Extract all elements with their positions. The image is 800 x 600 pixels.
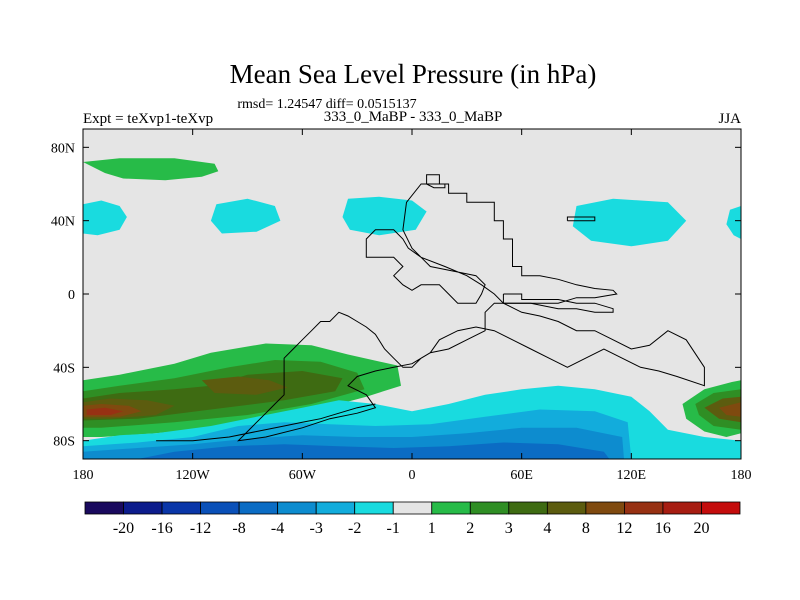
y-tick-label-2: 0 — [68, 288, 75, 303]
y-tick-label-1: 40N — [51, 215, 75, 230]
colorbar-swatch-12 — [546, 501, 587, 515]
colorbar-swatch-8 — [392, 501, 433, 515]
contour-region-10 — [201, 376, 288, 395]
colorbar-label-0: -20 — [113, 520, 134, 537]
case-label: 333_0_MaBP - 333_0_MaBP — [324, 109, 503, 125]
colorbar-swatch-15 — [662, 501, 702, 515]
contour-regions — [83, 158, 741, 459]
colorbar-swatch-13 — [585, 501, 625, 515]
colorbar-label-2: -12 — [190, 520, 211, 537]
y-tick-label-0: 80N — [51, 141, 75, 156]
colorbar-swatch-3 — [200, 501, 240, 515]
y-tick-label-4: 80S — [53, 435, 75, 450]
colorbar-label-14: 16 — [655, 520, 671, 537]
colorbar-label-12: 8 — [582, 520, 590, 537]
colorbar-label-5: -3 — [310, 520, 323, 537]
colorbar-swatch-11 — [508, 501, 548, 515]
x-tick-label-6: 180 — [731, 468, 752, 483]
x-tick-label-4: 60E — [510, 468, 533, 483]
outline-island-equator — [502, 293, 614, 313]
x-axis: 180 120W 60W 0 60E 120E 180 — [73, 129, 752, 483]
colorbar-swatch-7 — [354, 501, 394, 515]
colorbar-label-13: 12 — [616, 520, 632, 537]
colorbar-label-4: -4 — [271, 520, 284, 537]
colorbar-swatch-14 — [624, 501, 664, 515]
continent-outlines — [156, 174, 705, 442]
chart-subtitle: rmsd= 1.24547 diff= 0.0515137 — [237, 97, 416, 112]
outline-north-landmass — [426, 174, 446, 189]
outline-south-coast — [156, 403, 376, 442]
colorbar-swatch-9 — [431, 501, 471, 515]
x-tick-label-2: 60W — [289, 468, 317, 483]
contour-region-12 — [86, 407, 124, 415]
colorbar-swatch-4 — [238, 501, 279, 515]
outline-island-east — [566, 216, 596, 222]
colorbar-swatch-16 — [701, 501, 741, 515]
experiment-label: Expt = teXvp1-teXvp — [83, 111, 213, 127]
colorbar-label-15: 20 — [694, 520, 710, 537]
x-tick-label-5: 120E — [617, 468, 647, 483]
map-plot: 180 120W 60W 0 60E 120E 180 80N 40N 0 40S 80S — [51, 128, 752, 483]
colorbar: -20 -16 -12 -8 -4 -3 -2 -1 1 2 3 4 8 12 16 20 — [84, 501, 741, 537]
colorbar-label-3: -8 — [232, 520, 245, 537]
colorbar-swatch-2 — [161, 501, 201, 515]
contour-region-4 — [572, 198, 687, 247]
colorbar-label-7: -1 — [387, 520, 400, 537]
y-axis: 80N 40N 0 40S 80S — [51, 141, 741, 450]
colorbar-label-1: -16 — [151, 520, 172, 537]
colorbar-swatch-1 — [123, 501, 163, 515]
y-tick-label-3: 40S — [53, 361, 75, 376]
contour-region-20 — [137, 442, 610, 459]
outline-continent-main — [237, 183, 705, 442]
contour-region-1 — [83, 200, 127, 236]
colorbar-swatch-5 — [277, 501, 317, 515]
colorbar-label-8: 1 — [428, 520, 436, 537]
contour-region-2 — [210, 198, 281, 234]
x-tick-label-1: 120W — [176, 468, 211, 483]
chart-title: Mean Sea Level Pressure (in hPa) — [230, 59, 597, 89]
x-tick-label-0: 180 — [73, 468, 94, 483]
contour-region-0 — [83, 158, 219, 181]
colorbar-label-10: 3 — [505, 520, 513, 537]
season-label: JJA — [718, 111, 741, 127]
colorbar-label-9: 2 — [466, 520, 474, 537]
colorbar-label-11: 4 — [543, 520, 551, 537]
contour-region-5 — [726, 206, 741, 239]
colorbar-label-6: -2 — [348, 520, 361, 537]
colorbar-swatch-10 — [469, 501, 510, 515]
x-tick-label-3: 0 — [409, 468, 416, 483]
colorbar-swatch-6 — [315, 501, 356, 515]
colorbar-swatch-0 — [84, 501, 124, 515]
contour-region-16 — [719, 402, 741, 417]
